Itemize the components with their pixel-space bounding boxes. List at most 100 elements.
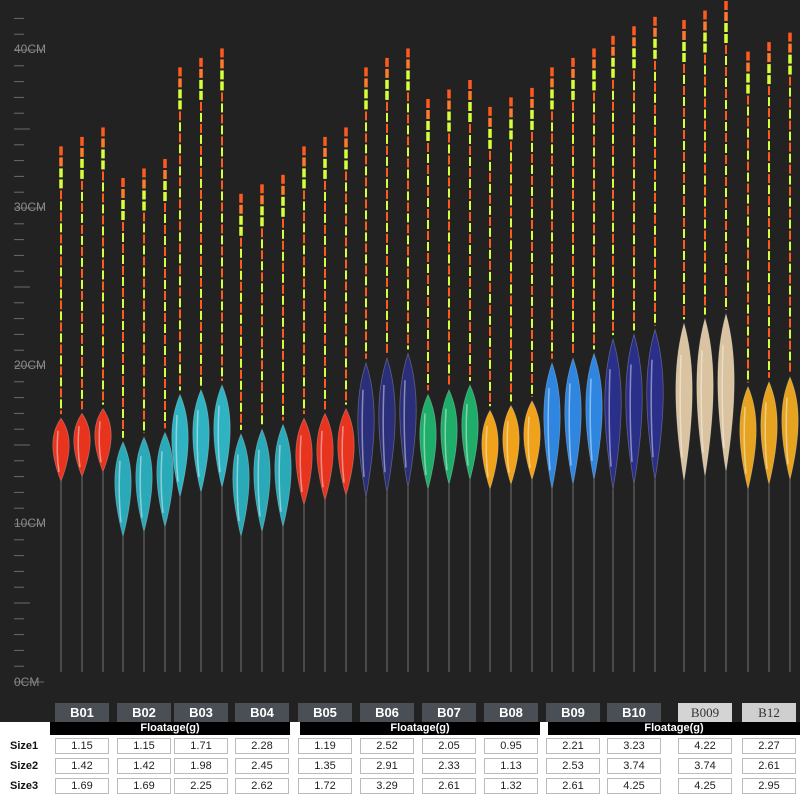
floatage-cell: 2.62 <box>235 778 289 794</box>
floatage-cell: 3.29 <box>360 778 414 794</box>
float-body <box>156 431 174 528</box>
float-body-highlight <box>785 397 789 465</box>
float-b009 <box>717 1 735 672</box>
float-body <box>114 440 132 537</box>
float-body <box>543 361 561 490</box>
model-code-b12: B12 <box>742 703 796 723</box>
floatage-cell: 2.91 <box>360 758 414 774</box>
float-body-highlight <box>196 410 200 478</box>
floatage-cell: 2.27 <box>742 738 796 754</box>
float-body-highlight <box>341 425 345 483</box>
float-body-highlight <box>589 378 593 461</box>
float-body <box>135 436 153 532</box>
float-body-highlight <box>382 384 386 473</box>
float-body-highlight <box>299 435 303 493</box>
model-code-b009: B009 <box>678 703 732 723</box>
float-b03 <box>171 67 189 672</box>
float-b10 <box>604 35 622 672</box>
model-code-b03: B03 <box>174 703 228 723</box>
row-label-size2: Size2 <box>10 760 39 772</box>
floatage-cell: 4.25 <box>678 778 732 794</box>
floatage-cell: 1.32 <box>484 778 538 794</box>
ruler-label-20: 20CM <box>14 358 47 372</box>
floatage-cell: 1.98 <box>174 758 228 774</box>
float-b09 <box>585 48 603 672</box>
floatage-cell: 2.21 <box>546 738 600 754</box>
float-body-highlight <box>629 364 633 463</box>
floatage-cell: 1.35 <box>298 758 352 774</box>
float-body-highlight <box>506 421 510 473</box>
floatage-cell: 1.19 <box>298 738 352 754</box>
float-body-highlight <box>118 460 122 523</box>
floatage-cell: 2.25 <box>174 778 228 794</box>
model-code-b10: B10 <box>607 703 661 723</box>
float-b07 <box>461 80 479 672</box>
float-body <box>213 383 231 488</box>
model-code-b05: B05 <box>298 703 352 723</box>
float-body <box>461 384 479 480</box>
float-b09 <box>564 57 582 672</box>
model-code-b09: B09 <box>546 703 600 723</box>
floatage-cell: 1.13 <box>484 758 538 774</box>
float-body-highlight <box>77 425 81 468</box>
float-b01 <box>94 127 112 672</box>
model-code-b06: B06 <box>360 703 414 723</box>
row-label-size3: Size3 <box>10 780 39 792</box>
float-b05 <box>295 146 313 672</box>
floatage-header-3: Floatage(g) <box>548 722 800 735</box>
ruler-label-0: 0CM <box>14 675 40 689</box>
float-b08 <box>523 87 541 672</box>
float-body <box>646 328 664 480</box>
ruler-label-40: 40CM <box>14 42 47 56</box>
float-body-highlight <box>98 421 102 463</box>
model-code-b07: B07 <box>422 703 476 723</box>
float-b07 <box>419 98 437 672</box>
float-body <box>399 352 417 488</box>
float-body <box>523 399 541 482</box>
height-ruler <box>14 17 44 683</box>
floatage-cell: 1.69 <box>55 778 109 794</box>
float-b03 <box>192 57 210 672</box>
float-body <box>675 321 693 482</box>
floatage-cell: 1.42 <box>55 758 109 774</box>
floatage-cell: 2.95 <box>742 778 796 794</box>
floatage-cell: 2.61 <box>742 758 796 774</box>
float-body <box>696 317 714 477</box>
float-b10 <box>646 16 664 672</box>
float-b12 <box>739 51 757 672</box>
float-body <box>717 312 735 472</box>
floatage-cell: 4.25 <box>607 778 661 794</box>
float-body <box>760 380 778 485</box>
floatage-cell: 0.95 <box>484 738 538 754</box>
float-body-highlight <box>175 414 179 482</box>
model-code-b01: B01 <box>55 703 109 723</box>
float-body <box>73 412 91 478</box>
floatage-cell: 1.72 <box>298 778 352 794</box>
floatage-cell: 2.05 <box>422 738 476 754</box>
floatage-cell: 3.23 <box>607 738 661 754</box>
float-body <box>295 417 313 507</box>
float-b02 <box>135 168 153 672</box>
float-body <box>274 423 292 528</box>
float-body-highlight <box>764 402 768 470</box>
floatage-header-2: Floatage(g) <box>300 722 540 735</box>
float-b06 <box>378 57 396 672</box>
ruler-label-10: 10CM <box>14 516 47 530</box>
float-body <box>232 432 250 537</box>
float-b06 <box>399 48 417 672</box>
float-body-highlight <box>160 451 164 514</box>
float-body <box>625 332 643 485</box>
floatage-cell: 2.28 <box>235 738 289 754</box>
float-body <box>604 337 622 490</box>
float-body <box>585 352 603 480</box>
float-body <box>357 361 375 498</box>
floatage-cell: 1.69 <box>117 778 171 794</box>
float-b02 <box>156 159 174 672</box>
float-body-highlight <box>465 403 469 466</box>
float-body <box>781 376 799 480</box>
float-b12 <box>781 32 799 672</box>
floatage-cell: 1.15 <box>117 738 171 754</box>
floatage-cell: 1.42 <box>117 758 171 774</box>
float-body-highlight <box>568 383 572 466</box>
